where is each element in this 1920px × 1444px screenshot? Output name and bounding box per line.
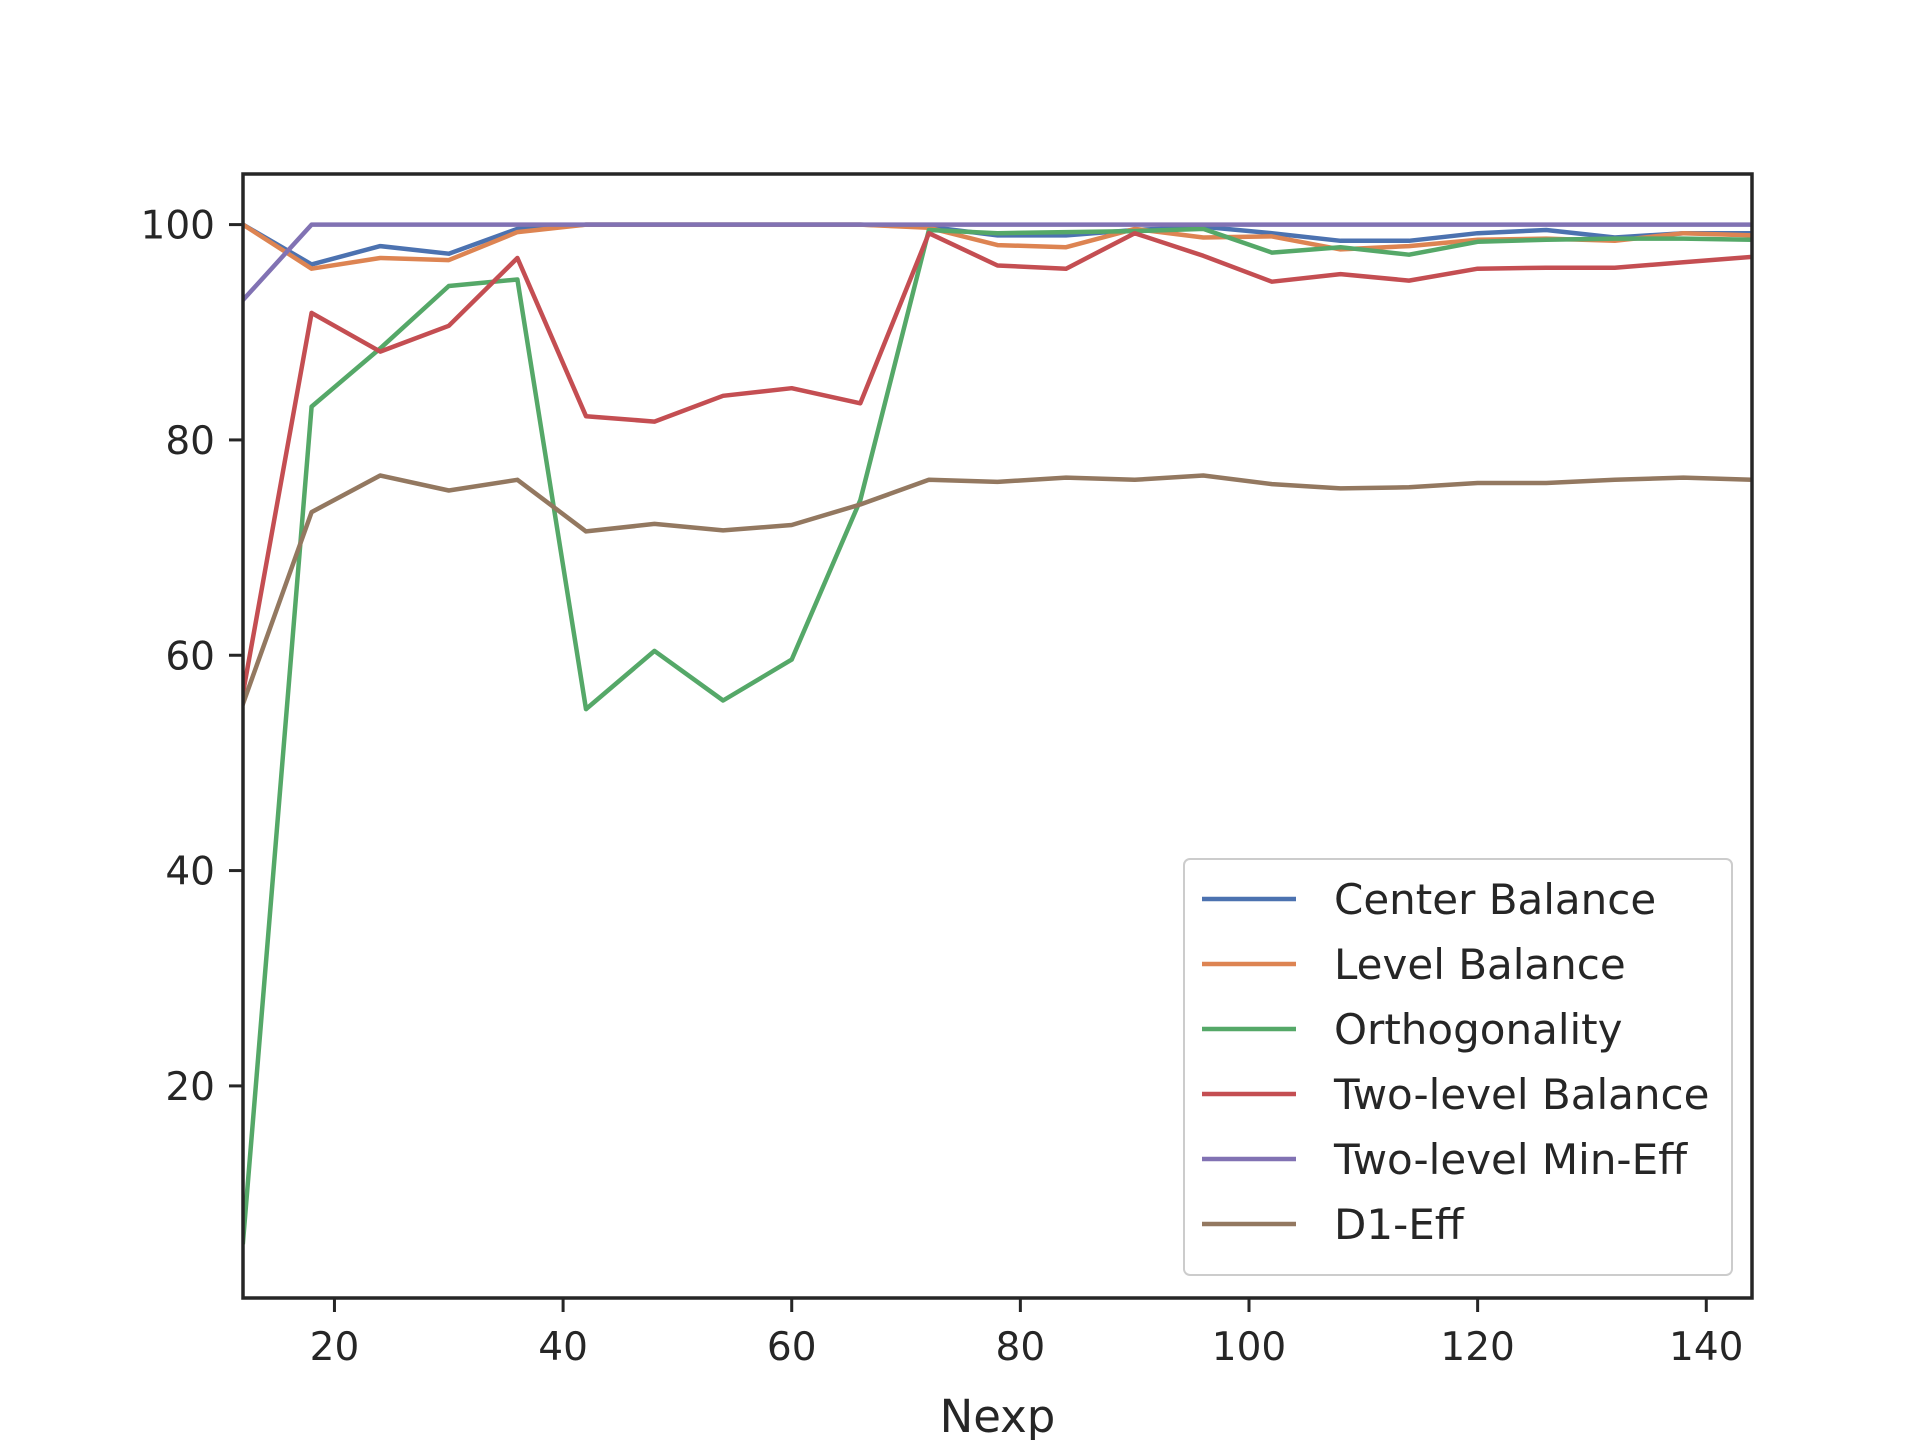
y-tick-label: 100 [141,204,215,249]
legend-label: D1-Eff [1334,1200,1465,1249]
legend-label: Two-level Balance [1333,1070,1709,1119]
y-tick-label: 80 [165,419,215,464]
series-lines [243,221,1752,1245]
legend: Center Balance Level Balance Orthogonality… [1183,858,1733,1276]
x-tick-label: 100 [1212,1325,1286,1370]
x-tick-label: 40 [538,1325,588,1370]
legend-label: Orthogonality [1334,1005,1622,1054]
series-line-two-level-balance [243,230,1752,696]
legend-label: Two-level Min-Eff [1333,1135,1688,1184]
x-tick-label: 120 [1440,1325,1514,1370]
x-tick-label: 80 [996,1325,1046,1370]
series-line-two-level-min-eff [243,222,1752,304]
y-tick-label: 40 [165,850,215,895]
y-tick-label: 20 [165,1065,215,1110]
x-tick-label: 20 [310,1325,360,1370]
x-axis-ticks: 20 40 60 80 100 120 140 [310,1298,1743,1370]
plot-frame [241,172,1754,1300]
y-tick-label: 60 [165,634,215,679]
legend-box [1183,858,1733,1276]
x-tick-label: 60 [767,1325,817,1370]
legend-label: Center Balance [1334,875,1656,924]
x-tick-label: 140 [1669,1325,1743,1370]
legend-label: Level Balance [1334,940,1626,989]
series-line-d1-eff [243,473,1752,707]
x-axis-title: Nexp [940,1390,1056,1440]
y-axis-ticks: 20 40 60 80 100 [141,204,243,1110]
